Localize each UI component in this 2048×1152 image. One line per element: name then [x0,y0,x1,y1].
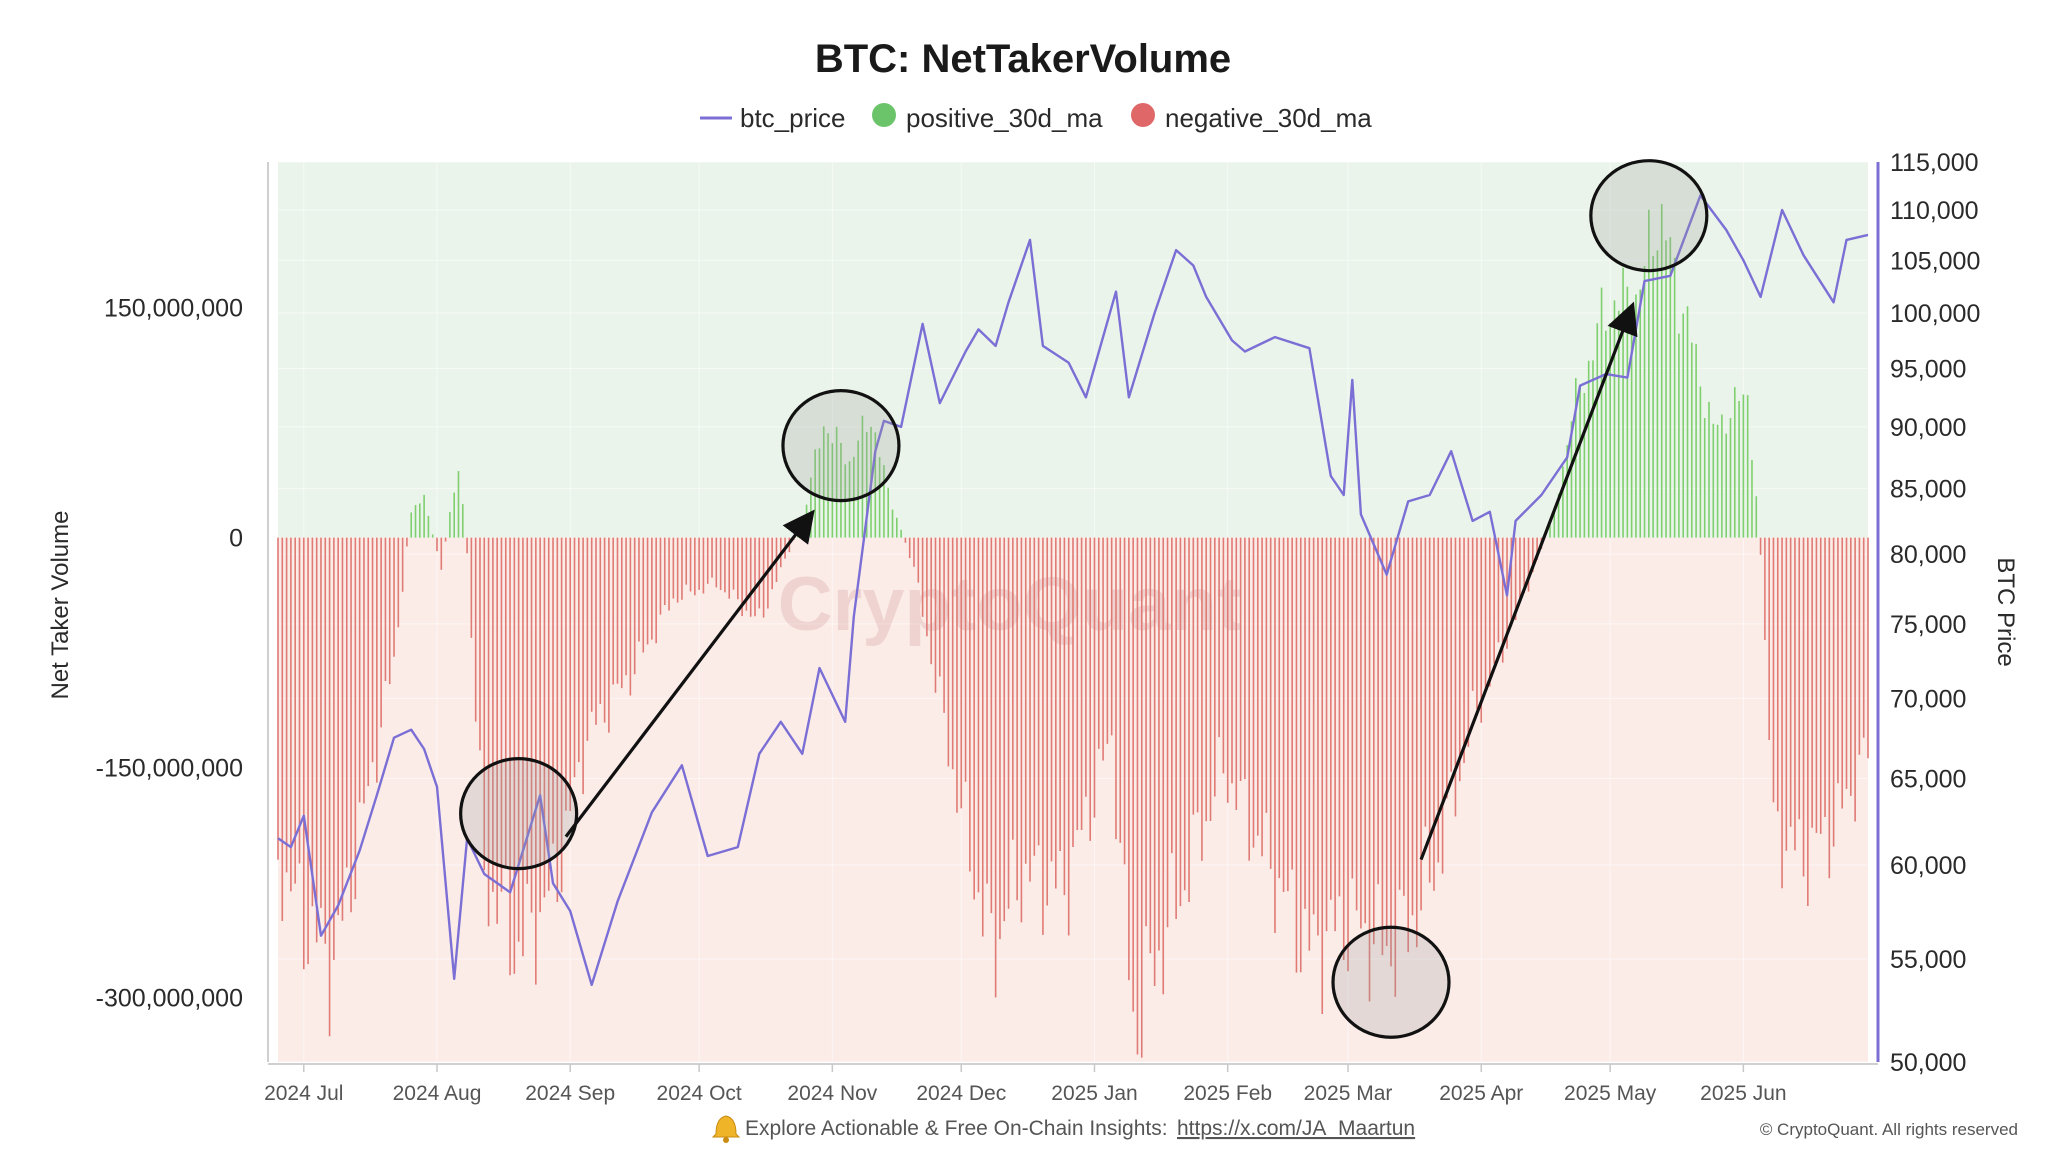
right-tick-label: 80,000 [1890,541,1966,569]
footer: Explore Actionable & Free On-Chain Insig… [711,1115,2018,1143]
btc-price-line [277,194,1869,987]
right-tick-label: 50,000 [1890,1049,1966,1077]
highlight-circle [781,389,901,503]
left-axis-label: Net Taker Volume [47,511,74,700]
legend-label-negative: negative_30d_ma [1165,103,1372,133]
annotations [459,159,1709,1039]
legend-dot-positive [872,103,896,127]
highlight-circle [1589,159,1709,273]
x-tick-label: 2024 Jul [264,1082,343,1105]
x-tick-label: 2025 Apr [1439,1082,1523,1105]
right-tick-label: 70,000 [1890,685,1966,713]
right-tick-label: 65,000 [1890,766,1966,794]
legend: btc_price positive_30d_ma negative_30d_m… [700,103,1372,133]
right-tick-label: 60,000 [1890,852,1966,880]
right-tick-label: 95,000 [1890,355,1966,383]
annotation-arrow [1419,301,1638,861]
x-tick-label: 2024 Sep [525,1082,615,1105]
annotation-arrow [564,509,815,838]
bell-icon [711,1115,741,1143]
footer-text: Explore Actionable & Free On-Chain Insig… [745,1117,1168,1140]
x-tick-label: 2025 May [1564,1082,1657,1105]
legend-item-negative[interactable]: negative_30d_ma [1131,103,1372,133]
x-tick-label: 2024 Oct [657,1082,742,1105]
x-tick-label: 2024 Dec [916,1082,1006,1105]
positive-region [278,162,1868,538]
copyright: © CryptoQuant. All rights reserved [1760,1120,2018,1139]
legend-label-positive: positive_30d_ma [906,103,1103,133]
left-tick-label: -300,000,000 [96,985,243,1013]
x-tick-label: 2025 Mar [1304,1082,1393,1105]
legend-item-btc-price[interactable]: btc_price [700,103,846,133]
highlight-circle [1331,925,1451,1039]
x-tick-label: 2025 Jun [1700,1082,1786,1105]
right-tick-label: 90,000 [1890,414,1966,442]
x-tick-label: 2024 Nov [787,1082,877,1105]
right-tick-label: 85,000 [1890,476,1966,504]
net-taker-volume-bars [277,204,1869,1058]
x-tick-label: 2024 Aug [393,1082,482,1105]
legend-item-positive[interactable]: positive_30d_ma [872,103,1103,133]
right-tick-label: 75,000 [1890,611,1966,639]
left-tick-label: -150,000,000 [96,755,243,783]
footer-link[interactable]: https://x.com/JA_Maartun [1177,1117,1415,1140]
x-tick-label: 2025 Feb [1183,1082,1272,1105]
right-tick-label: 105,000 [1890,247,1980,275]
highlight-circle [459,757,579,871]
right-tick-label: 115,000 [1890,149,1979,177]
axes: 150,000,000 0 -150,000,000 -300,000,000 115,… [96,149,1981,1105]
left-tick-label: 150,000,000 [104,295,243,323]
left-tick-label: 0 [229,525,243,553]
chart-title: BTC: NetTakerVolume [815,37,1231,81]
legend-dot-negative [1131,103,1155,127]
x-tick-label: 2025 Jan [1051,1082,1137,1105]
right-tick-label: 100,000 [1890,300,1980,328]
legend-label-btc-price: btc_price [740,103,846,133]
right-tick-label: 110,000 [1890,197,1979,225]
right-tick-label: 55,000 [1890,946,1966,974]
right-axis-label: BTC Price [1992,557,2019,666]
